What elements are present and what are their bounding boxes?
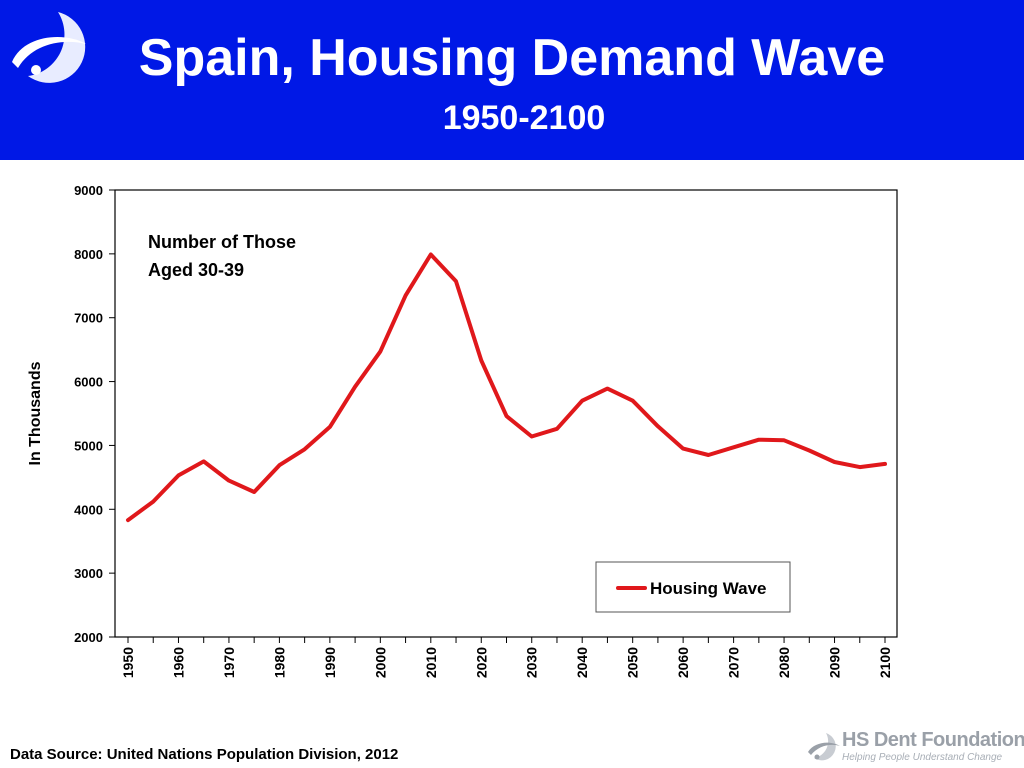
- y-axis-label: In Thousands: [27, 361, 44, 465]
- x-tick-label: 1950: [120, 647, 136, 678]
- x-tick-label: 1990: [322, 647, 338, 678]
- page-title: Spain, Housing Demand Wave: [138, 29, 886, 87]
- x-tick-label: 2080: [776, 647, 792, 678]
- x-tick-label: 2030: [524, 647, 540, 678]
- x-tick-label: 2060: [675, 647, 691, 678]
- brand-logo: HS Dent Foundation Helping People Unders…: [806, 728, 1024, 766]
- legend: Housing Wave: [595, 561, 791, 613]
- hs-dent-swoosh-icon: [808, 733, 840, 761]
- y-tick-label: 9000: [74, 183, 103, 198]
- x-tick-label: 2090: [827, 647, 843, 678]
- x-tick-label: 2000: [372, 647, 388, 678]
- x-tick-label: 2020: [473, 647, 489, 678]
- y-tick-label: 6000: [74, 375, 103, 390]
- annotation-line: Number of Those: [148, 232, 296, 252]
- chart: 2000 3000 4000 5000 6000 7000 8000 9000 1950 196…: [27, 183, 898, 678]
- y-tick-label: 8000: [74, 247, 103, 262]
- annotation-line: Aged 30-39: [148, 260, 244, 280]
- x-tick-label: 1980: [271, 647, 287, 678]
- x-tick-label: 1970: [221, 647, 237, 678]
- chart-annotation: Number of Those Aged 30-39: [148, 232, 296, 280]
- brand-name: HS Dent Foundation: [842, 729, 1024, 751]
- plot-area: [114, 189, 898, 638]
- hs-dent-swoosh-icon: [12, 12, 86, 83]
- data-source-note: Data Source: United Nations Population D…: [10, 746, 399, 763]
- y-tick-label: 5000: [74, 438, 103, 453]
- legend-label: Housing Wave: [650, 579, 767, 598]
- x-tick-label: 1960: [170, 647, 186, 678]
- x-tick-label: 2070: [726, 647, 742, 678]
- x-tick-label: 2050: [625, 647, 641, 678]
- series-line-housing-wave: [126, 252, 887, 523]
- page-subtitle: 1950-2100: [442, 99, 606, 137]
- y-tick-label: 3000: [74, 566, 103, 581]
- y-tick-label: 2000: [74, 630, 103, 645]
- x-tick-label: 2100: [877, 647, 893, 678]
- y-axis: 2000 3000 4000 5000 6000 7000 8000 9000: [74, 183, 115, 645]
- x-axis: 1950 1960 1970 1980 1990 2000 2010 2020 2030 2040…: [120, 637, 893, 678]
- y-tick-label: 7000: [74, 311, 103, 326]
- y-tick-label: 4000: [74, 502, 103, 517]
- x-tick-label: 2010: [423, 647, 439, 678]
- brand-tagline: Helping People Understand Change: [842, 752, 1003, 763]
- x-tick-label: 2040: [574, 647, 590, 678]
- header-banner: Spain, Housing Demand Wave 1950-2100: [0, 0, 1024, 160]
